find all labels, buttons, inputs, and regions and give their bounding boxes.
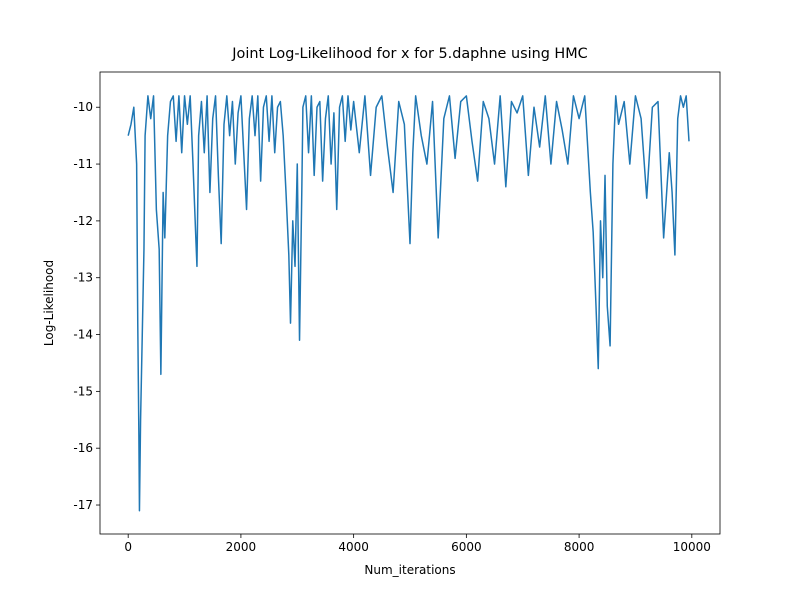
y-axis-label: Log-Likelihood xyxy=(42,260,56,346)
x-tick-label: 10000 xyxy=(673,540,711,554)
plot-frame xyxy=(99,71,721,535)
data-line xyxy=(127,95,690,512)
chart-title: Joint Log-Likelihood for x for 5.daphne … xyxy=(231,46,587,62)
x-tick-label: 4000 xyxy=(338,540,369,554)
x-tick-label: 8000 xyxy=(564,540,595,554)
x-tick-label: 2000 xyxy=(226,540,257,554)
y-tick-label: -10 xyxy=(73,100,93,114)
y-tick-label: -17 xyxy=(73,498,93,512)
y-tick-label: -14 xyxy=(73,328,93,342)
y-tick-label: -15 xyxy=(73,384,93,398)
y-tick-label: -16 xyxy=(73,441,93,455)
x-tick-label: 6000 xyxy=(451,540,482,554)
y-tick-label: -11 xyxy=(73,157,93,171)
y-tick-label: -12 xyxy=(73,214,93,228)
y-tick-label: -13 xyxy=(73,271,93,285)
x-axis-label: Num_iterations xyxy=(364,563,455,577)
x-tick-label: 0 xyxy=(124,540,132,554)
